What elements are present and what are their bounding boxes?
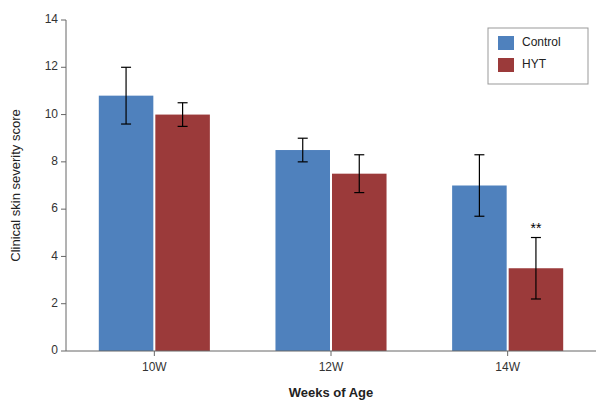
error-bar [474, 155, 484, 216]
y-tick-label: 2 [51, 296, 58, 310]
y-tick [61, 209, 66, 210]
y-tick-label: 4 [51, 249, 58, 263]
y-tick [61, 303, 66, 304]
legend: Control HYT [488, 28, 588, 84]
y-tick [61, 114, 66, 115]
error-line [182, 103, 183, 127]
legend-label: HYT [522, 57, 547, 71]
error-line [125, 67, 126, 124]
error-line [535, 238, 536, 299]
x-axis-label: Weeks of Age [289, 385, 374, 400]
error-cap [298, 138, 308, 139]
error-cap [531, 298, 541, 299]
error-cap [531, 237, 541, 238]
error-cap [178, 102, 188, 103]
y-axis-line [66, 20, 67, 351]
error-cap [474, 154, 484, 155]
error-cap [474, 216, 484, 217]
x-tick-label: 12W [319, 360, 344, 374]
error-cap [121, 67, 131, 68]
x-tick-label: 14W [495, 360, 520, 374]
bar [155, 115, 210, 351]
error-cap [354, 154, 364, 155]
error-line [302, 138, 303, 162]
error-cap [121, 123, 131, 124]
legend-swatch [498, 58, 514, 72]
x-tick [331, 351, 332, 356]
x-tick [507, 351, 508, 356]
y-tick [61, 20, 66, 21]
error-bar [121, 67, 131, 124]
plot-area [99, 67, 563, 351]
y-tick-label: 6 [51, 201, 58, 215]
error-line [479, 155, 480, 216]
series [155, 103, 563, 351]
error-cap [298, 161, 308, 162]
y-tick-label: 8 [51, 154, 58, 168]
error-line [359, 155, 360, 193]
y-tick [61, 256, 66, 257]
x-tick [154, 351, 155, 356]
y-tick-label: 0 [51, 343, 58, 357]
y-tick [61, 351, 66, 352]
y-axis-label: Clinical skin severity score [8, 109, 23, 261]
legend-box [488, 28, 588, 84]
error-cap [178, 126, 188, 127]
legend-label: Control [522, 35, 561, 49]
bar [275, 150, 330, 351]
chart: 0 2 4 6 8 10 12 14 10W 12W 14W Weeks of Age Clinical… [0, 0, 616, 411]
x-axis: 10W 12W 14W [66, 351, 596, 374]
y-tick [61, 161, 66, 162]
error-cap [354, 192, 364, 193]
error-bar [178, 103, 188, 127]
y-tick-label: 10 [45, 107, 59, 121]
bar [99, 96, 154, 351]
error-bar [354, 155, 364, 193]
y-tick-label: 14 [45, 12, 59, 26]
y-tick [61, 67, 66, 68]
y-axis: 0 2 4 6 8 10 12 14 [45, 12, 66, 357]
error-bar [298, 138, 308, 162]
annotation: ** [530, 220, 541, 236]
legend-swatch [498, 36, 514, 50]
series [99, 67, 507, 351]
error-bar [531, 238, 541, 299]
y-tick-label: 12 [45, 59, 59, 73]
bar [332, 174, 387, 351]
x-tick-label: 10W [142, 360, 167, 374]
